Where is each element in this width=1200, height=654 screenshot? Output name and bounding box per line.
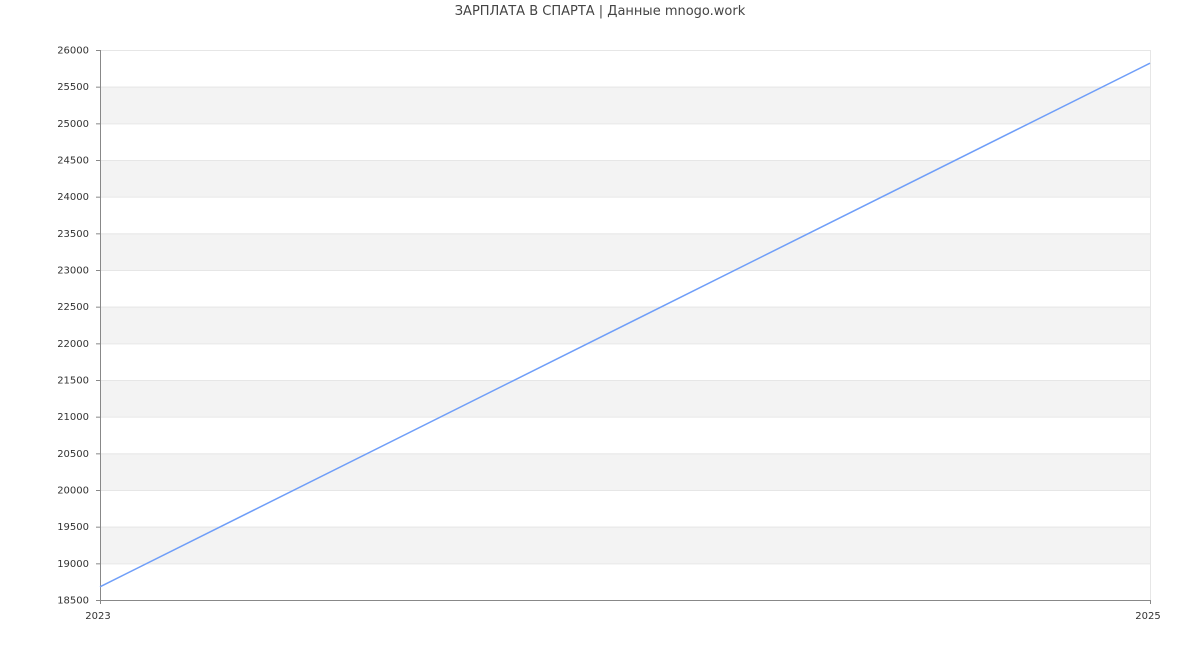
y-tick-label: 22000 xyxy=(57,339,89,350)
grid-band xyxy=(100,233,1150,270)
y-tick-label: 23500 xyxy=(57,229,89,240)
grid-band xyxy=(100,453,1150,490)
grid-band xyxy=(100,526,1150,564)
grid-band xyxy=(100,380,1150,417)
y-tick-label: 23000 xyxy=(57,266,89,277)
y-tick-label: 25500 xyxy=(57,82,89,93)
y-tick-label: 20500 xyxy=(57,449,89,460)
y-tick-label: 21500 xyxy=(57,376,89,387)
y-tick-label: 19000 xyxy=(57,559,89,570)
y-tick-label: 24500 xyxy=(57,156,89,167)
y-tick-label: 24000 xyxy=(57,192,89,203)
series-line xyxy=(99,62,1151,588)
y-tick-label: 22500 xyxy=(57,302,89,313)
grid-band xyxy=(100,86,1150,124)
y-tick-label: 26000 xyxy=(57,46,89,57)
y-tick-label: 21000 xyxy=(57,412,89,423)
x-tick-label: 2023 xyxy=(85,611,110,622)
y-tick-label: 20000 xyxy=(57,486,89,497)
y-tick-label: 25000 xyxy=(57,119,89,130)
grid-band xyxy=(100,160,1150,197)
chart-title: ЗАРПЛАТА В СПАРТА | Данные mnogo.work xyxy=(454,4,746,19)
y-tick-label: 19500 xyxy=(57,522,89,533)
x-tick-label: 2025 xyxy=(1135,611,1160,622)
y-tick-label: 18500 xyxy=(57,596,89,607)
